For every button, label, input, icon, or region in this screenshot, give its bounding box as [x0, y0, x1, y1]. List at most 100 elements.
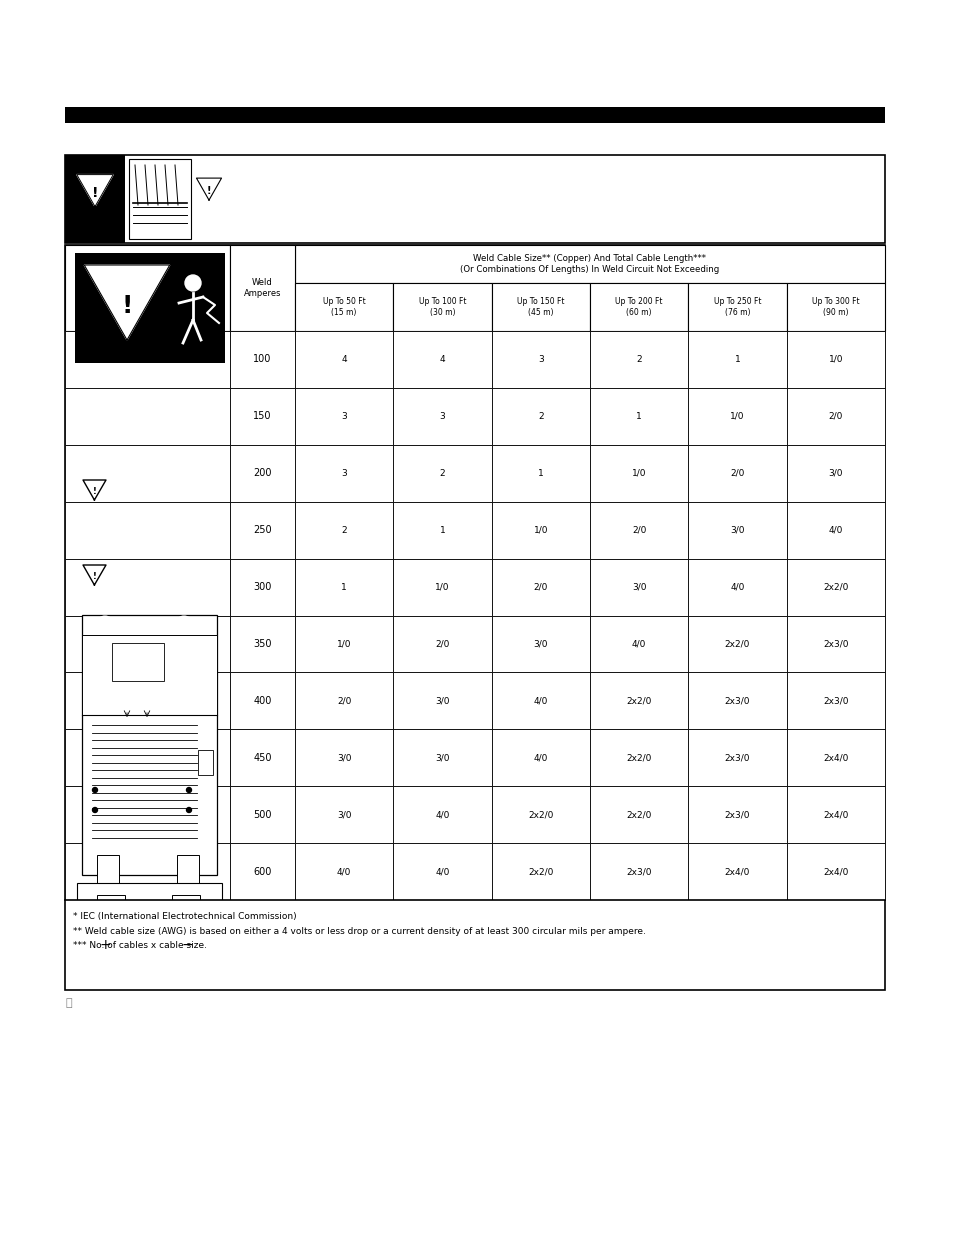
Polygon shape: [83, 480, 106, 500]
Text: 4/0: 4/0: [828, 526, 842, 535]
Text: Up To 200 Ft
(60 m): Up To 200 Ft (60 m): [615, 296, 662, 317]
Bar: [97, 895, 125, 906]
Bar: [65, 388, 230, 445]
Text: 2/0: 2/0: [533, 583, 547, 592]
Text: Up To 150 Ft
(45 m): Up To 150 Ft (45 m): [517, 296, 564, 317]
Bar: [688, 501, 786, 558]
Text: 2x2/0: 2x2/0: [724, 640, 749, 648]
Bar: [491, 615, 589, 672]
Bar: [230, 730, 294, 787]
Bar: [491, 445, 589, 501]
Bar: [393, 558, 491, 615]
Bar: [230, 501, 294, 558]
Bar: [82, 635, 216, 715]
Text: 3: 3: [537, 354, 543, 364]
Circle shape: [182, 860, 193, 871]
Bar: [65, 615, 230, 672]
Bar: [230, 245, 294, 331]
Text: 3/0: 3/0: [631, 583, 646, 592]
Bar: [65, 245, 884, 900]
Bar: [491, 283, 589, 331]
Text: 450: 450: [253, 753, 272, 763]
Text: 250: 250: [253, 525, 272, 535]
Text: 2: 2: [341, 526, 347, 535]
Text: 2x3/0: 2x3/0: [724, 697, 749, 705]
Bar: [491, 331, 589, 388]
Text: 150: 150: [253, 411, 272, 421]
Text: !: !: [91, 186, 98, 200]
Bar: [294, 445, 393, 501]
Circle shape: [174, 616, 193, 634]
Bar: [294, 501, 393, 558]
Text: 3/0: 3/0: [336, 810, 351, 819]
Text: 1/0: 1/0: [435, 583, 449, 592]
Text: 3/0: 3/0: [533, 640, 548, 648]
Text: * IEC (International Electrotechnical Commission)
** Weld cable size (AWG) is ba: * IEC (International Electrotechnical Co…: [73, 911, 645, 950]
Text: Weld Cable Size** (Copper) And Total Cable Length***
(Or Combinations Of Lengths: Weld Cable Size** (Copper) And Total Cab…: [460, 253, 719, 274]
Text: 2x2/0: 2x2/0: [626, 697, 651, 705]
Bar: [589, 844, 688, 900]
Bar: [491, 501, 589, 558]
Bar: [589, 501, 688, 558]
Bar: [786, 787, 884, 844]
Text: Up To 50 Ft
(15 m): Up To 50 Ft (15 m): [322, 296, 365, 317]
Bar: [65, 156, 125, 243]
Bar: [688, 672, 786, 730]
Text: 1/0: 1/0: [828, 354, 842, 364]
Bar: [97, 855, 119, 885]
Bar: [65, 844, 230, 900]
Circle shape: [95, 689, 102, 697]
Bar: [294, 672, 393, 730]
Text: 📖: 📖: [65, 998, 71, 1008]
Bar: [491, 787, 589, 844]
Bar: [393, 844, 491, 900]
Text: 500: 500: [253, 810, 272, 820]
Text: 4/0: 4/0: [533, 697, 547, 705]
Bar: [786, 844, 884, 900]
Bar: [230, 388, 294, 445]
Text: 1: 1: [439, 526, 445, 535]
Bar: [786, 501, 884, 558]
Bar: [393, 787, 491, 844]
Bar: [65, 501, 230, 558]
Circle shape: [102, 860, 113, 871]
Text: 2: 2: [636, 354, 641, 364]
Text: 2/0: 2/0: [730, 469, 744, 478]
Bar: [589, 615, 688, 672]
Text: !: !: [207, 185, 211, 196]
Bar: [65, 558, 230, 615]
Text: 2x3/0: 2x3/0: [822, 697, 848, 705]
Bar: [230, 331, 294, 388]
Text: 4/0: 4/0: [533, 753, 547, 762]
Bar: [688, 844, 786, 900]
Bar: [786, 445, 884, 501]
Polygon shape: [83, 564, 106, 585]
Text: 2x3/0: 2x3/0: [724, 753, 749, 762]
Bar: [688, 388, 786, 445]
Text: 1/0: 1/0: [631, 469, 646, 478]
Text: 2x3/0: 2x3/0: [626, 867, 651, 876]
Bar: [491, 730, 589, 787]
Text: 2x2/0: 2x2/0: [528, 867, 553, 876]
Polygon shape: [76, 174, 113, 206]
Circle shape: [95, 677, 102, 683]
Bar: [786, 283, 884, 331]
Text: 200: 200: [253, 468, 272, 478]
Bar: [177, 855, 199, 885]
Circle shape: [92, 808, 97, 813]
Bar: [589, 558, 688, 615]
Text: 1: 1: [537, 469, 543, 478]
Bar: [172, 895, 200, 906]
Bar: [77, 883, 222, 902]
Text: 2x2/0: 2x2/0: [626, 810, 651, 819]
Bar: [786, 730, 884, 787]
Bar: [786, 672, 884, 730]
Bar: [589, 672, 688, 730]
Bar: [786, 331, 884, 388]
Bar: [786, 558, 884, 615]
Bar: [491, 558, 589, 615]
Text: 2x3/0: 2x3/0: [724, 810, 749, 819]
Bar: [230, 844, 294, 900]
Bar: [230, 558, 294, 615]
Text: 3/0: 3/0: [435, 697, 449, 705]
